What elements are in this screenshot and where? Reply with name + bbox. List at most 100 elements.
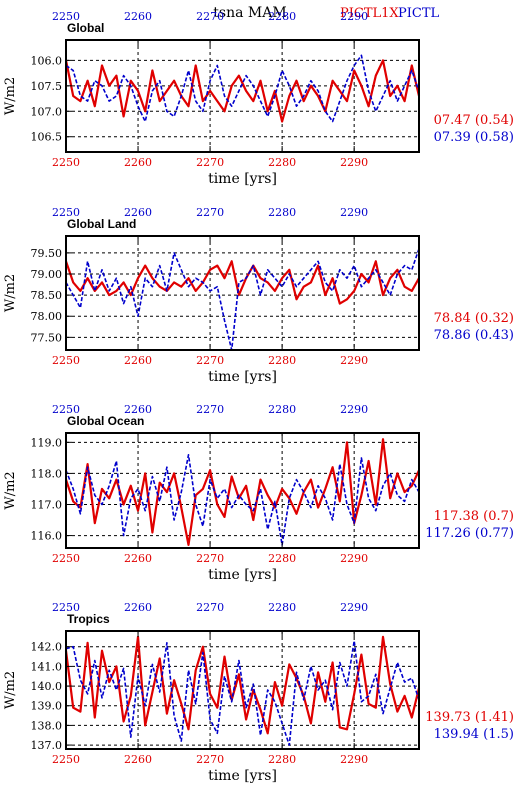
y-tick-label: 107.0	[31, 105, 63, 118]
series-line	[65, 248, 420, 351]
panel-title: Global	[67, 21, 104, 35]
x-tick-label-top: 2270	[196, 403, 224, 416]
y-tick-label: 117.0	[31, 498, 63, 511]
series-line	[65, 639, 420, 746]
x-tick-label-top: 2260	[124, 403, 152, 416]
y-tick-label: 106.5	[31, 131, 63, 144]
x-tick-label-top: 2290	[340, 10, 368, 23]
x-tick-label-top: 2250	[52, 206, 80, 219]
x-tick-label-bottom: 2250	[52, 156, 80, 169]
x-tick-label-bottom: 2250	[52, 552, 80, 565]
plot-frame	[65, 39, 420, 153]
stats-label: 07.39 (0.58)	[434, 130, 514, 145]
chart-panel: Tropics225022502260226022702270228022802…	[3, 601, 514, 784]
legend-pictl1x: PICTL1X	[340, 6, 399, 21]
x-tick-label-top: 2280	[268, 403, 296, 416]
stats-label: 139.73 (1.41)	[425, 710, 514, 725]
x-tick-label-top: 2290	[340, 206, 368, 219]
y-tick-label: 116.0	[31, 530, 63, 543]
stats-label: 117.38 (0.7)	[434, 509, 514, 524]
chart-panel: Global Ocean2250225022602260227022702280…	[3, 403, 514, 583]
y-tick-label: 79.50	[31, 247, 63, 260]
series-line	[64, 59, 421, 123]
x-tick-label-bottom: 2270	[196, 354, 224, 367]
x-tick-label-top: 2280	[268, 10, 296, 23]
x-tick-label-bottom: 2250	[52, 354, 80, 367]
x-tick-label-bottom: 2250	[52, 753, 80, 766]
y-tick-label: 139.0	[31, 700, 63, 713]
x-tick-label-top: 2250	[52, 10, 80, 23]
x-tick-label-bottom: 2280	[268, 552, 296, 565]
x-tick-label-top: 2290	[340, 601, 368, 614]
y-tick-label: 106.0	[31, 54, 63, 67]
y-tick-label: 107.5	[31, 80, 63, 93]
y-tick-label: 138.0	[31, 719, 63, 732]
y-tick-label: 141.0	[31, 660, 63, 673]
series-line	[65, 54, 420, 123]
series-line	[64, 260, 420, 305]
stats-label: 78.86 (0.43)	[434, 328, 514, 343]
x-axis-label: time [yrs]	[208, 369, 277, 385]
x-tick-label-top: 2260	[124, 10, 152, 23]
panel-title: Global Land	[67, 217, 136, 231]
figure-title: tsna MAM	[213, 5, 286, 21]
series-line	[64, 635, 421, 735]
y-tick-label: 118.0	[31, 467, 63, 480]
x-axis-label: time [yrs]	[208, 768, 277, 784]
x-tick-label-top: 2270	[196, 206, 224, 219]
x-tick-label-bottom: 2280	[268, 156, 296, 169]
x-tick-label-bottom: 2260	[124, 354, 152, 367]
panels: Global2250225022602260227022702280228022…	[3, 10, 514, 784]
x-tick-label-top: 2260	[124, 206, 152, 219]
panel-title: Global Ocean	[67, 414, 144, 428]
x-tick-label-bottom: 2280	[268, 354, 296, 367]
x-tick-label-bottom: 2270	[196, 552, 224, 565]
stats-label: 07.47 (0.54)	[434, 113, 514, 128]
y-tick-label: 119.0	[31, 436, 63, 449]
y-tick-label: 77.50	[31, 331, 63, 344]
x-tick-label-top: 2290	[340, 403, 368, 416]
chart-panel: Global2250225022602260227022702280228022…	[3, 10, 514, 187]
stats-label: 117.26 (0.77)	[425, 526, 514, 541]
x-tick-label-top: 2270	[196, 601, 224, 614]
y-tick-label: 142.0	[31, 641, 63, 654]
y-tick-label: 79.00	[31, 268, 63, 281]
series-line	[65, 453, 420, 546]
y-axis-label: W/m2	[3, 77, 18, 115]
y-tick-label: 78.00	[31, 310, 63, 323]
x-tick-label-bottom: 2270	[196, 156, 224, 169]
y-axis-label: W/m2	[3, 671, 18, 709]
chart-panel: Global Land22502250226022602270227022802…	[3, 206, 514, 385]
x-axis-label: time [yrs]	[208, 567, 277, 583]
x-tick-label-top: 2280	[268, 601, 296, 614]
plot-frame	[65, 432, 420, 549]
x-tick-label-top: 2250	[52, 403, 80, 416]
x-tick-label-bottom: 2290	[340, 156, 368, 169]
x-tick-label-bottom: 2260	[124, 753, 152, 766]
panel-title: Tropics	[67, 612, 110, 626]
x-tick-label-bottom: 2270	[196, 753, 224, 766]
y-tick-label: 137.0	[31, 739, 63, 752]
y-tick-label: 140.0	[31, 680, 63, 693]
series-line	[64, 438, 420, 547]
x-tick-label-top: 2270	[196, 10, 224, 23]
stats-label: 78.84 (0.32)	[434, 311, 514, 326]
y-axis-label: W/m2	[3, 471, 18, 509]
x-tick-label-bottom: 2280	[268, 753, 296, 766]
x-tick-label-bottom: 2260	[124, 552, 152, 565]
legend-pictl: PICTL	[398, 6, 440, 21]
x-tick-label-top: 2260	[124, 601, 152, 614]
x-tick-label-bottom: 2290	[340, 753, 368, 766]
x-tick-label-bottom: 2290	[340, 552, 368, 565]
plot-frame	[65, 235, 420, 351]
y-axis-label: W/m2	[3, 274, 18, 312]
x-axis-label: time [yrs]	[208, 171, 277, 187]
x-tick-label-bottom: 2290	[340, 354, 368, 367]
y-tick-label: 78.50	[31, 289, 63, 302]
stats-label: 139.94 (1.5)	[434, 727, 514, 742]
x-tick-label-bottom: 2260	[124, 156, 152, 169]
plot-frame	[65, 630, 420, 750]
x-tick-label-top: 2250	[52, 601, 80, 614]
x-tick-label-top: 2280	[268, 206, 296, 219]
